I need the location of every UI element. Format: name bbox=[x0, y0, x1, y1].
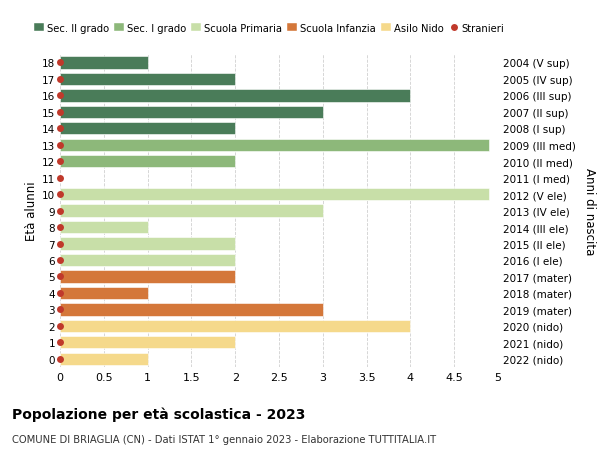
Y-axis label: Età alunni: Età alunni bbox=[25, 181, 38, 241]
Bar bbox=[60, 73, 235, 86]
Text: COMUNE DI BRIAGLIA (CN) - Dati ISTAT 1° gennaio 2023 - Elaborazione TUTTITALIA.I: COMUNE DI BRIAGLIA (CN) - Dati ISTAT 1° … bbox=[12, 434, 436, 444]
Bar bbox=[60, 139, 489, 151]
Bar bbox=[60, 287, 148, 299]
Bar bbox=[60, 221, 148, 234]
Bar bbox=[60, 238, 235, 250]
Bar bbox=[60, 254, 235, 267]
Legend: Sec. II grado, Sec. I grado, Scuola Primaria, Scuola Infanzia, Asilo Nido, Stran: Sec. II grado, Sec. I grado, Scuola Prim… bbox=[30, 19, 509, 38]
Bar bbox=[60, 336, 235, 349]
Bar bbox=[60, 353, 148, 365]
Bar bbox=[60, 123, 235, 135]
Bar bbox=[60, 156, 235, 168]
Y-axis label: Anni di nascita: Anni di nascita bbox=[583, 168, 596, 255]
Bar bbox=[60, 320, 410, 332]
Text: Popolazione per età scolastica - 2023: Popolazione per età scolastica - 2023 bbox=[12, 406, 305, 421]
Bar bbox=[60, 189, 489, 201]
Bar bbox=[60, 303, 323, 316]
Bar bbox=[60, 57, 148, 69]
Bar bbox=[60, 90, 410, 102]
Bar bbox=[60, 205, 323, 217]
Bar bbox=[60, 106, 323, 119]
Bar bbox=[60, 271, 235, 283]
